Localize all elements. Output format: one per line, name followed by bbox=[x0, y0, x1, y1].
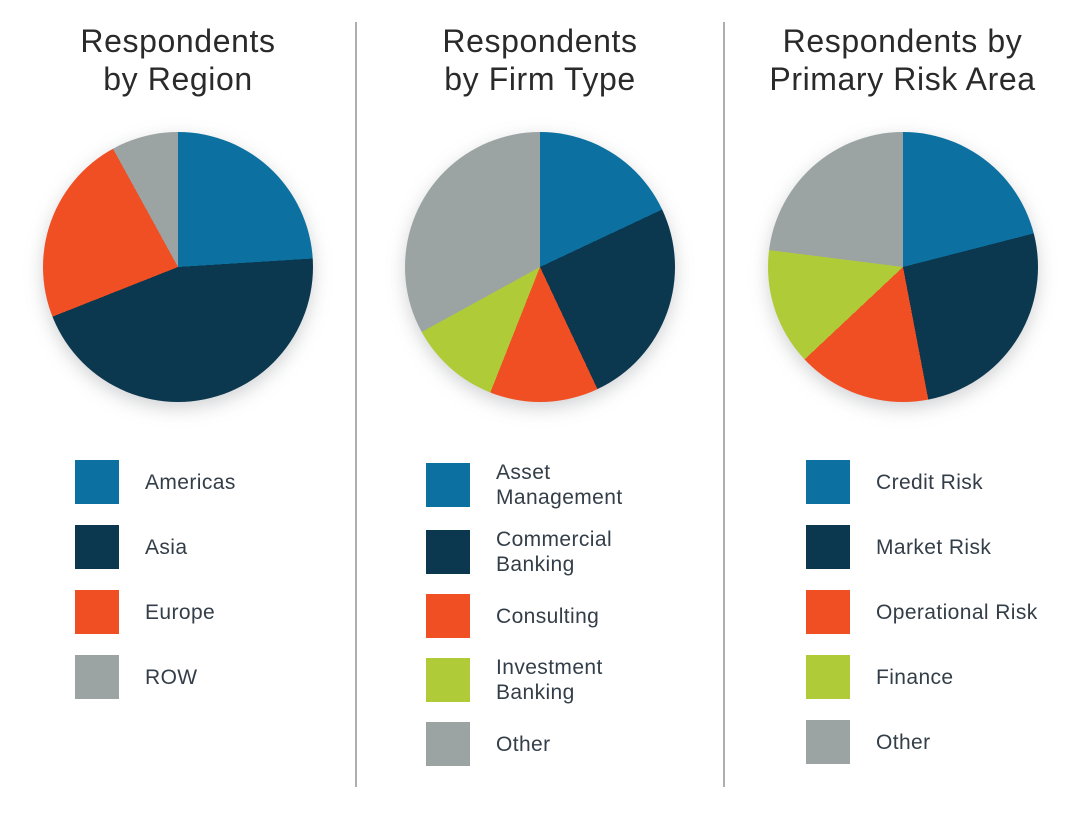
legend-item-other-firm: Other bbox=[426, 722, 724, 766]
chart-title-firm-type: Respondents by Firm Type bbox=[442, 23, 638, 97]
legend-item-operational-risk: Operational Risk bbox=[806, 590, 1081, 634]
legend-label-americas: Americas bbox=[145, 470, 236, 494]
chart-title-risk-area: Respondents by Primary Risk Area bbox=[769, 23, 1036, 97]
legend-item-other-risk: Other bbox=[806, 720, 1081, 764]
pie-chart-region bbox=[43, 132, 313, 402]
legend-label-other-risk: Other bbox=[876, 730, 931, 754]
legend-item-credit-risk: Credit Risk bbox=[806, 460, 1081, 504]
legend-firm-type: Asset Management Commercial Banking Cons… bbox=[356, 460, 724, 766]
legend-swatch-investment-banking bbox=[426, 658, 470, 702]
legend-swatch-credit-risk bbox=[806, 460, 850, 504]
legend-swatch-market-risk bbox=[806, 525, 850, 569]
legend-label-other-firm: Other bbox=[496, 732, 551, 756]
chart-section-firm-type: Respondents by Firm Type Asset Managemen… bbox=[356, 0, 724, 827]
chart-section-region: Respondents by Region Americas Asia Euro… bbox=[0, 0, 356, 827]
legend-item-commercial-banking: Commercial Banking bbox=[426, 527, 724, 577]
legend-item-market-risk: Market Risk bbox=[806, 525, 1081, 569]
legend-swatch-americas bbox=[75, 460, 119, 504]
column-divider bbox=[723, 22, 725, 787]
legend-swatch-row bbox=[75, 655, 119, 699]
legend-label-consulting: Consulting bbox=[496, 604, 600, 628]
legend-item-investment-banking: Investment Banking bbox=[426, 655, 724, 705]
legend-label-operational-risk: Operational Risk bbox=[876, 600, 1038, 624]
legend-swatch-europe bbox=[75, 590, 119, 634]
legend-swatch-other-firm bbox=[426, 722, 470, 766]
legend-swatch-finance bbox=[806, 655, 850, 699]
legend-swatch-asia bbox=[75, 525, 119, 569]
legend-label-credit-risk: Credit Risk bbox=[876, 470, 984, 494]
legend-swatch-asset-management bbox=[426, 463, 470, 507]
legend-item-consulting: Consulting bbox=[426, 594, 724, 638]
legend-label-finance: Finance bbox=[876, 665, 954, 689]
legend-risk-area: Credit Risk Market Risk Operational Risk… bbox=[724, 460, 1081, 764]
legend-swatch-commercial-banking bbox=[426, 530, 470, 574]
legend-item-asset-management: Asset Management bbox=[426, 460, 724, 510]
legend-region: Americas Asia Europe ROW bbox=[0, 460, 356, 699]
legend-item-europe: Europe bbox=[75, 590, 356, 634]
column-divider bbox=[355, 22, 357, 787]
legend-item-finance: Finance bbox=[806, 655, 1081, 699]
legend-label-europe: Europe bbox=[145, 600, 216, 624]
legend-swatch-other-risk bbox=[806, 720, 850, 764]
legend-item-asia: Asia bbox=[75, 525, 356, 569]
pie-chart-firm-type bbox=[405, 132, 675, 402]
legend-label-asia: Asia bbox=[145, 535, 188, 559]
chart-section-risk-area: Respondents by Primary Risk Area Credit … bbox=[724, 0, 1081, 827]
legend-label-row: ROW bbox=[145, 665, 198, 689]
legend-swatch-consulting bbox=[426, 594, 470, 638]
legend-label-commercial-banking: Commercial Banking bbox=[496, 528, 613, 576]
legend-item-row: ROW bbox=[75, 655, 356, 699]
chart-title-region: Respondents by Region bbox=[80, 23, 276, 97]
legend-label-investment-banking: Investment Banking bbox=[496, 656, 603, 704]
legend-swatch-operational-risk bbox=[806, 590, 850, 634]
legend-label-market-risk: Market Risk bbox=[876, 535, 992, 559]
legend-label-asset-management: Asset Management bbox=[496, 461, 623, 509]
pie-chart-risk-area bbox=[767, 132, 1038, 402]
legend-item-americas: Americas bbox=[75, 460, 356, 504]
